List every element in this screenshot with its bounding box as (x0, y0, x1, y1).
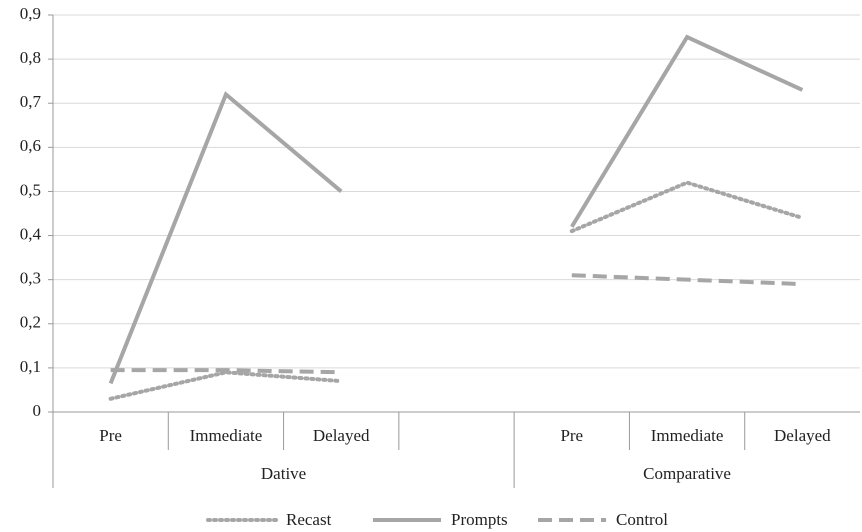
y-tick-label: 0,6 (20, 136, 41, 155)
x-tick-label: Immediate (190, 426, 263, 445)
x-tick-label: Pre (560, 426, 583, 445)
y-tick-label: 0,2 (20, 313, 41, 332)
series-line (570, 34, 804, 228)
legend-label: Prompts (451, 510, 508, 529)
group-label: Comparative (643, 464, 731, 483)
series-line (571, 273, 803, 287)
y-tick-label: 0,5 (20, 180, 41, 199)
y-tick-label: 0,7 (20, 92, 42, 111)
legend-label: Recast (286, 510, 332, 529)
y-tick-label: 0 (33, 401, 42, 420)
series-line (569, 180, 805, 234)
series-line (108, 370, 344, 401)
y-tick-label: 0,4 (20, 224, 42, 243)
x-tick-label: Delayed (774, 426, 831, 445)
x-tick-label: Immediate (651, 426, 724, 445)
y-tick-label: 0,9 (20, 4, 41, 23)
y-tick-label: 0,3 (20, 269, 41, 288)
x-tick-label: Pre (99, 426, 122, 445)
legend-label: Control (616, 510, 668, 529)
series-line (108, 91, 343, 385)
group-label: Dative (261, 464, 306, 483)
series-line (110, 368, 342, 375)
y-tick-label: 0,1 (20, 357, 41, 376)
y-tick-label: 0,8 (20, 48, 41, 67)
x-tick-label: Delayed (313, 426, 370, 445)
